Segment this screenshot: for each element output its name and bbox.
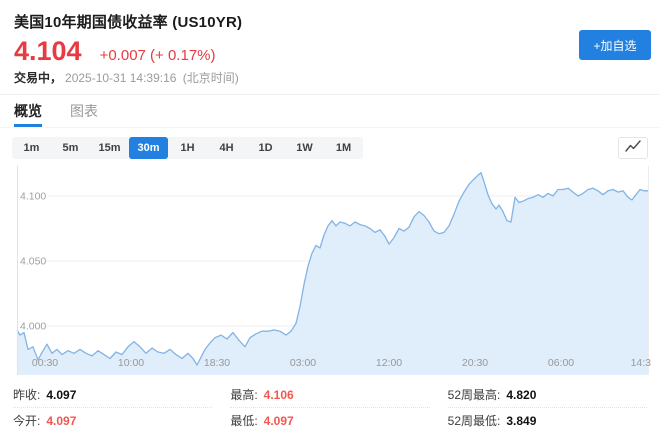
view-tabs: 概览 图表	[0, 95, 660, 129]
stat-value: 4.097	[263, 413, 294, 428]
status-row: 交易中， 2025-10-31 14:39:16 (北京时间)	[14, 71, 646, 85]
range-button-1M[interactable]: 1M	[324, 137, 363, 159]
range-button-30m[interactable]: 30m	[129, 137, 168, 160]
x-axis-tick: 06:00	[548, 357, 574, 369]
instrument-header: 美国10年期国债收益率 (US10YR) 4.104 +0.007 (+ 0.1…	[0, 0, 660, 96]
range-button-4H[interactable]: 4H	[207, 137, 246, 159]
stat-label: 52周最高:	[447, 388, 501, 403]
range-button-1m[interactable]: 1m	[12, 137, 51, 159]
chart-area: 4.100 4.050 4.000 00:30 10:00 18:30 03:00 12:00…	[0, 164, 660, 379]
trading-status: 交易中，	[14, 71, 63, 85]
stat-label: 52周最低:	[447, 414, 501, 429]
stat-value: 4.097	[46, 387, 77, 402]
yield-chart[interactable]: 4.100 4.050 4.000 00:30 10:00 18:30 03:00 12:00…	[0, 164, 660, 379]
stat-label: 最低:	[230, 414, 258, 429]
price-row: 4.104 +0.007 (+ 0.17%)	[14, 38, 646, 65]
range-button-1W[interactable]: 1W	[285, 137, 324, 159]
stat-cell: 52周最高: 4.820	[447, 382, 647, 409]
price-line	[16, 172, 648, 367]
tab-overview[interactable]: 概览	[14, 95, 42, 128]
trend-line-icon	[624, 139, 642, 158]
x-axis-tick: 18:30	[204, 357, 230, 369]
x-axis-tick: 12:00	[376, 357, 402, 369]
range-button-1H[interactable]: 1H	[168, 137, 207, 159]
area-fill	[17, 172, 649, 376]
x-axis-tick: 10:00	[118, 357, 144, 369]
last-price: 4.104	[14, 36, 82, 66]
stat-value: 3.849	[506, 413, 537, 428]
page-title: 美国10年期国债收益率 (US10YR)	[14, 14, 243, 31]
tab-chart[interactable]: 图表	[70, 103, 98, 120]
stat-value: 4.820	[506, 387, 537, 402]
price-change: +0.007 (+ 0.17%)	[99, 47, 216, 64]
range-button-5m[interactable]: 5m	[51, 137, 90, 159]
x-axis-tick: 14:3	[631, 357, 652, 369]
stat-label: 今开:	[13, 414, 41, 429]
x-axis-tick: 03:00	[290, 357, 316, 369]
x-axis-tick: 00:30	[32, 357, 58, 369]
chart-toolbar: 1m 5m 15m 30m 1H 4H 1D 1W 1M	[12, 137, 648, 160]
stat-value: 4.106	[263, 387, 294, 402]
add-watchlist-button[interactable]: +加自选	[579, 30, 651, 60]
range-button-1D[interactable]: 1D	[246, 137, 285, 159]
stat-cell: 最低: 4.097	[230, 408, 429, 430]
y-axis-tick: 4.100	[20, 191, 46, 203]
stat-cell: 今开: 4.097	[13, 408, 212, 430]
quote-timestamp: 2025-10-31 14:39:16	[65, 71, 177, 85]
chart-type-button[interactable]	[618, 137, 648, 160]
range-button-15m[interactable]: 15m	[90, 137, 129, 159]
y-axis-tick: 4.000	[20, 321, 46, 333]
stat-cell: 昨收: 4.097	[13, 382, 213, 409]
stat-value: 4.097	[46, 413, 77, 428]
stat-cell: 最高: 4.106	[230, 382, 430, 409]
timezone-label: (北京时间)	[182, 71, 239, 85]
y-axis-tick: 4.050	[20, 256, 46, 268]
x-axis-tick: 20:30	[462, 357, 488, 369]
stat-label: 最高:	[230, 388, 258, 403]
stat-cell: 52周最低: 3.849	[448, 408, 647, 430]
stat-label: 昨收:	[13, 388, 41, 403]
stats-table: 昨收: 4.097 最高: 4.106 52周最高: 4.820 今开: 4.097 最低: 4.…	[0, 379, 660, 430]
time-range-bar: 1m 5m 15m 30m 1H 4H 1D 1W 1M	[12, 137, 363, 160]
